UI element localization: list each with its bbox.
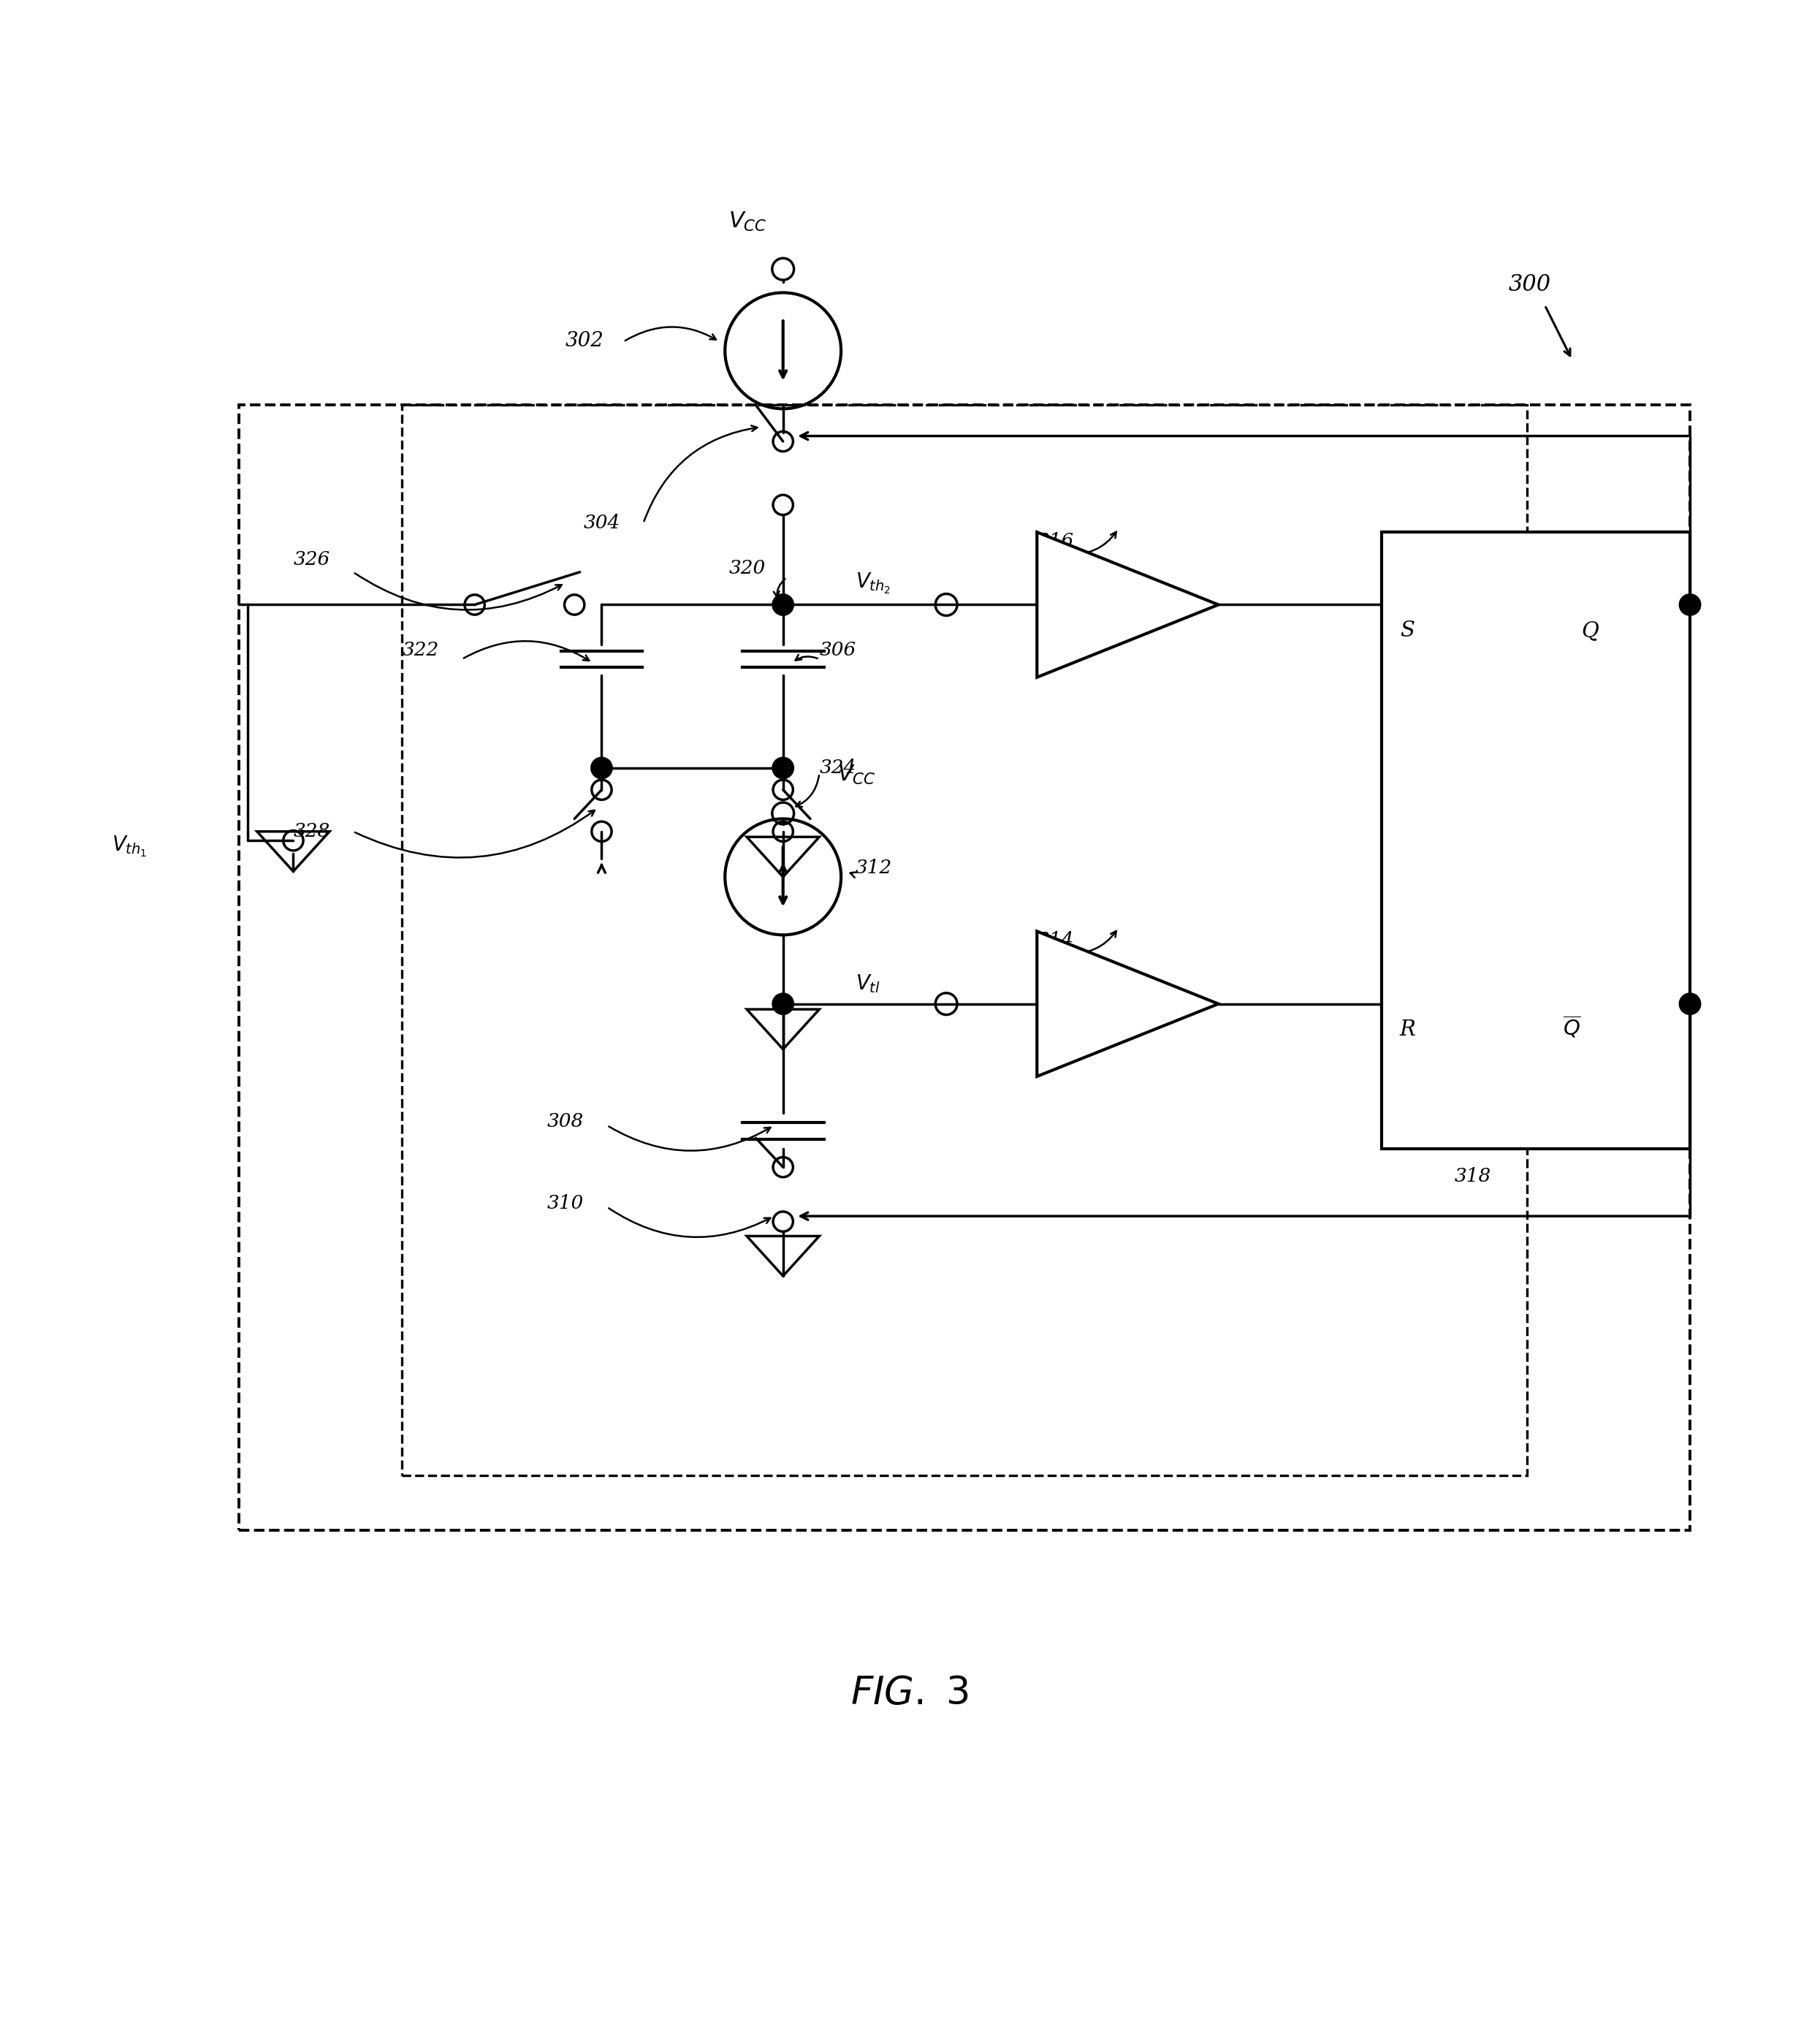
Circle shape [1680,993,1700,1014]
Text: 314: 314 [1037,932,1074,948]
Text: R: R [1400,1020,1416,1040]
Text: 300: 300 [1509,274,1551,296]
Text: $-$: $-$ [1046,1022,1061,1040]
Text: 320: 320 [728,560,766,578]
Text: 316: 316 [1037,531,1074,550]
Text: +: + [1052,975,1068,995]
Text: $\overline{Q}$: $\overline{Q}$ [1563,1016,1582,1040]
Circle shape [774,993,794,1014]
Text: 306: 306 [819,642,855,658]
Text: $\mathit{II}$: $\mathit{II}$ [1107,601,1117,619]
Text: 328: 328 [293,822,329,840]
Text: $\mathit{II}$: $\mathit{II}$ [1107,1002,1117,1018]
Text: +: + [1052,576,1068,597]
Text: 324: 324 [819,758,855,777]
Text: $V_{th_2}$: $V_{th_2}$ [855,572,890,595]
Text: 308: 308 [548,1112,584,1130]
Bar [402,405,1527,1476]
Bar [1381,531,1691,1149]
Text: 302: 302 [566,331,604,352]
Circle shape [774,758,794,779]
Text: 326: 326 [293,550,329,568]
Text: $V_{tl}$: $V_{tl}$ [855,973,881,995]
Text: 304: 304 [584,513,621,531]
Polygon shape [1037,932,1218,1077]
Circle shape [592,758,612,779]
Text: S: S [1400,621,1414,642]
Circle shape [774,595,794,615]
Circle shape [1680,595,1700,615]
Polygon shape [1037,531,1218,677]
Text: 322: 322 [402,642,439,658]
Text: $-$: $-$ [1046,623,1061,640]
Text: $V_{th_1}$: $V_{th_1}$ [111,834,147,858]
Text: 318: 318 [1454,1167,1491,1186]
Text: $V_{CC}$: $V_{CC}$ [728,211,766,233]
Text: $V_{CC}$: $V_{CC}$ [837,762,875,787]
Text: Q: Q [1582,621,1598,642]
Text: $\mathit{FIG.\ 3}$: $\mathit{FIG.\ 3}$ [850,1674,970,1713]
Text: 312: 312 [855,858,892,877]
Bar [238,405,1691,1531]
Text: 310: 310 [548,1194,584,1212]
